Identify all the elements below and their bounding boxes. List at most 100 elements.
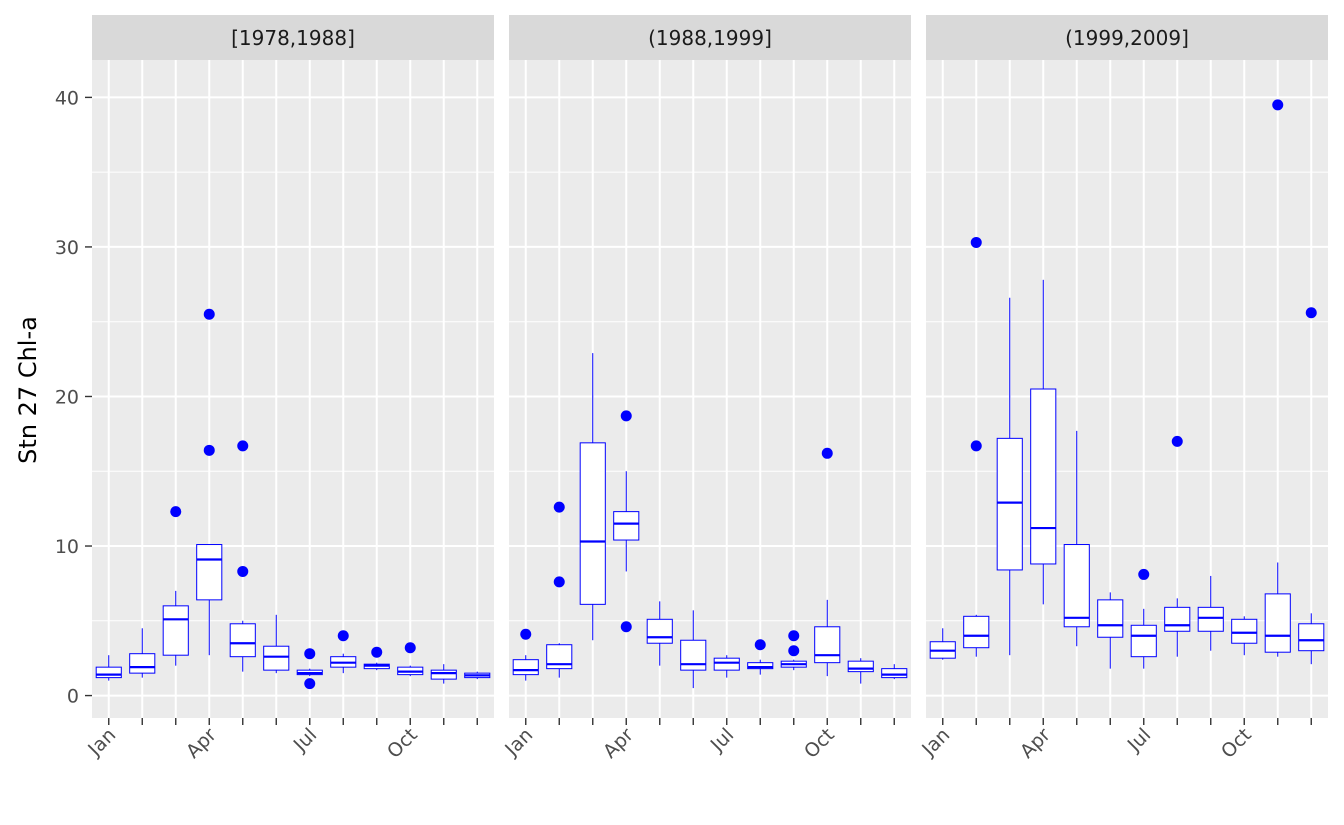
boxplot — [1298, 307, 1325, 665]
facet-panel: (1999,2009] Jan Apr Jul Oct — [917, 15, 1328, 763]
strip-label: (1999,2009] — [1065, 26, 1189, 50]
outlier-point — [1171, 435, 1183, 447]
y-axis: 0 10 20 30 40 — [55, 87, 92, 708]
boxplot — [330, 630, 357, 674]
boxplot — [747, 639, 774, 675]
x-tick-label: Apr — [1016, 724, 1055, 763]
box-iqr — [747, 662, 774, 670]
y-tick-label: 30 — [55, 237, 79, 259]
box-iqr — [680, 639, 707, 671]
x-tick-label: Apr — [599, 724, 638, 763]
outlier-point — [337, 630, 349, 642]
outlier-point — [553, 501, 565, 513]
x-tick-label: Jul — [289, 724, 321, 756]
outlier-point — [970, 236, 982, 248]
boxplot — [1063, 430, 1090, 647]
facet-panel: (1988,1999] Jan Apr Jul Oct — [500, 15, 911, 763]
boxplot — [1097, 592, 1124, 669]
boxplot — [814, 447, 841, 677]
outlier-point — [237, 565, 249, 577]
boxplot — [847, 658, 874, 684]
x-tick-label: Jul — [706, 724, 738, 756]
boxplot — [881, 664, 908, 680]
box-iqr — [229, 623, 256, 658]
boxplot — [1130, 568, 1157, 669]
facet-panel: [1978,1988] Jan Apr Jul Oct — [83, 15, 494, 763]
boxplot — [1030, 279, 1057, 605]
boxplot — [129, 628, 156, 678]
boxplot — [1164, 435, 1191, 657]
outlier-point — [620, 621, 632, 633]
box-iqr — [713, 657, 740, 671]
outlier-point — [170, 506, 182, 518]
y-axis-title: Stn 27 Chl-a — [14, 316, 42, 464]
outlier-point — [371, 646, 383, 658]
panel-background — [926, 60, 1328, 718]
box-iqr — [646, 618, 673, 644]
boxplot — [996, 297, 1023, 656]
box-iqr — [1097, 599, 1124, 638]
boxplot — [95, 655, 122, 681]
y-tick-label: 20 — [55, 386, 79, 408]
facet-panels: [1978,1988] Jan Apr Jul Oct (1988,1999] Jan Apr… — [83, 15, 1328, 763]
box-iqr — [162, 605, 189, 656]
box-iqr — [847, 660, 874, 673]
box-iqr — [1130, 624, 1157, 658]
x-tick-label: Jan — [500, 724, 537, 761]
outlier-point — [520, 628, 532, 640]
strip-label: (1988,1999] — [648, 26, 772, 50]
boxplot — [464, 671, 491, 680]
box-iqr — [95, 666, 122, 679]
outlier-point — [788, 645, 800, 657]
x-tick-label: Oct — [383, 724, 422, 763]
boxplot — [613, 410, 640, 633]
x-tick-label: Oct — [1217, 724, 1256, 763]
y-tick-label: 10 — [55, 536, 79, 558]
boxplot — [363, 646, 390, 671]
boxplot — [196, 308, 223, 656]
boxplot — [780, 630, 807, 671]
box-iqr — [1298, 623, 1325, 652]
x-tick-label: Jan — [83, 724, 120, 761]
outlier-point — [1305, 307, 1317, 319]
box-iqr — [963, 615, 990, 649]
box-iqr — [1030, 388, 1057, 565]
box-iqr — [1063, 544, 1090, 628]
strip-background — [92, 15, 494, 60]
box-iqr — [613, 511, 640, 541]
boxplot — [1197, 575, 1224, 651]
outlier-point — [553, 576, 565, 588]
outlier-point — [203, 444, 215, 456]
box-iqr — [263, 645, 290, 671]
box-iqr — [512, 659, 539, 676]
outlier-point — [821, 447, 833, 459]
outlier-point — [304, 648, 316, 660]
x-tick-label: Apr — [182, 724, 221, 763]
boxplot — [963, 236, 990, 657]
boxplot — [263, 614, 290, 674]
outlier-point — [1138, 568, 1150, 580]
outlier-point — [404, 642, 416, 654]
box-iqr — [814, 626, 841, 664]
y-tick-label: 40 — [55, 87, 79, 109]
outlier-point — [788, 630, 800, 642]
strip-label: [1978,1988] — [231, 26, 355, 50]
boxplot — [1264, 99, 1291, 657]
boxplot — [646, 601, 673, 666]
boxplot — [229, 440, 256, 672]
boxplot — [430, 664, 457, 684]
boxplot — [579, 353, 606, 641]
panel-background — [92, 60, 494, 718]
outlier-point — [620, 410, 632, 422]
outlier-point — [1272, 99, 1284, 111]
box-iqr — [129, 653, 156, 674]
y-tick-label: 0 — [67, 686, 79, 708]
boxplot — [512, 628, 539, 681]
box-iqr — [430, 669, 457, 680]
boxplot — [680, 610, 707, 689]
x-tick-label: Jul — [1123, 724, 1155, 756]
outlier-point — [203, 308, 215, 320]
box-iqr — [1264, 593, 1291, 653]
box-iqr — [1164, 606, 1191, 632]
